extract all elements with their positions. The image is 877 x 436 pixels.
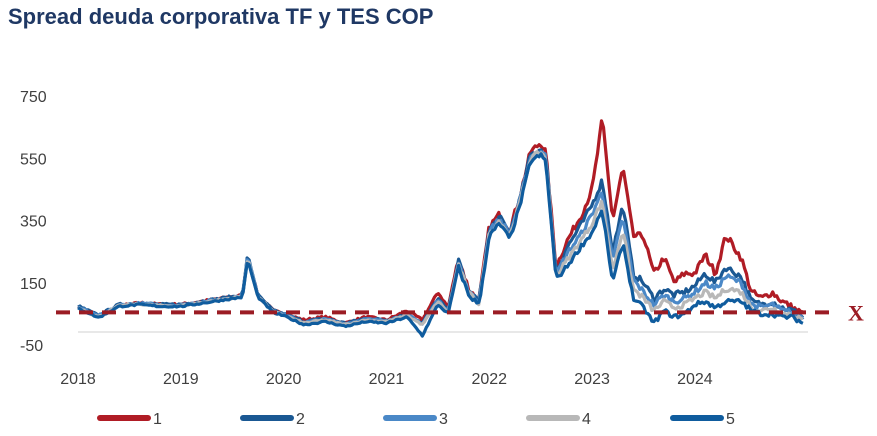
legend-label-5: 5: [726, 411, 735, 428]
x-tick-label: 2024: [677, 371, 713, 388]
x-tick-label: 2019: [163, 371, 199, 388]
legend-label-4: 4: [582, 411, 591, 428]
x-tick-label: 2023: [574, 371, 610, 388]
y-tick-label: -50: [20, 338, 43, 355]
chart-title: Spread deuda corporativa TF y TES COP: [8, 4, 434, 29]
y-tick-label: 150: [20, 276, 47, 293]
legend: 1 2 3 4 5: [97, 411, 735, 428]
x-tick-label: 2020: [266, 371, 302, 388]
x-axis: 2018 2019 2020 2021 2022 2023 2024: [60, 371, 713, 388]
legend-label-3: 3: [439, 411, 448, 428]
y-axis: 750 550 350 150 -50: [20, 89, 47, 355]
y-tick-label: 350: [20, 214, 47, 231]
y-tick-label: 750: [20, 89, 47, 106]
y-tick-label: 550: [20, 151, 47, 168]
legend-label-2: 2: [296, 411, 305, 428]
legend-label-1: 1: [153, 411, 162, 428]
plot-area: [77, 119, 805, 338]
x-tick-label: 2021: [369, 371, 405, 388]
reference-line-label: X: [848, 300, 864, 325]
x-tick-label: 2018: [60, 371, 96, 388]
series-line-5: [77, 152, 804, 338]
x-tick-label: 2022: [471, 371, 507, 388]
